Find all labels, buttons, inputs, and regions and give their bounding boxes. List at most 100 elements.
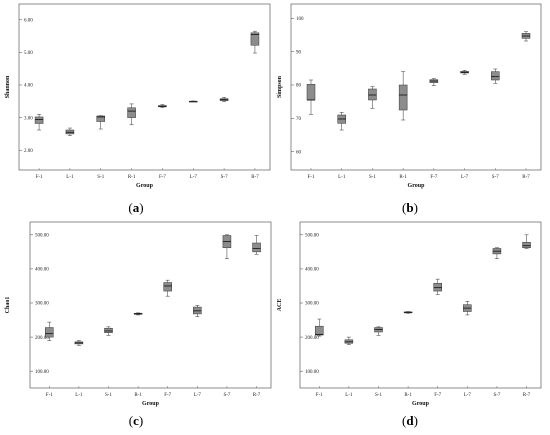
box-S-7 — [219, 97, 229, 102]
box-iqr — [433, 282, 442, 292]
box-S-1 — [96, 115, 106, 130]
box-F-7 — [433, 278, 442, 295]
y-tick-label: 400.00 — [305, 268, 319, 273]
x-tick-label: S-7 — [221, 175, 228, 180]
box-F-1 — [45, 321, 54, 341]
box-iqr — [96, 115, 106, 122]
box-S-1 — [374, 326, 383, 336]
x-tick-label: R-7 — [523, 393, 531, 398]
x-tick-label: F-7 — [430, 175, 437, 180]
x-tick-label: R-7 — [253, 393, 261, 398]
box-iqr — [252, 242, 261, 253]
y-axis-label: Chao1 — [5, 297, 11, 314]
y-tick-label: 100 — [296, 17, 304, 22]
x-tick-label: L-1 — [75, 393, 83, 398]
box-iqr — [127, 107, 136, 118]
box-F-1 — [34, 114, 44, 131]
box-iqr — [368, 88, 377, 101]
y-tick-label: 4.00 — [24, 84, 33, 89]
box-L-7 — [193, 305, 202, 317]
plot-frame — [299, 221, 542, 389]
x-tick-label: F-1 — [36, 175, 43, 180]
box-L-7 — [463, 301, 472, 316]
box-R-7 — [521, 31, 531, 42]
x-axis-label: Group — [136, 183, 154, 189]
y-tick-label: 80 — [296, 84, 302, 89]
box-S-1 — [368, 86, 377, 109]
box-R-7 — [250, 30, 260, 54]
box-R-1 — [133, 312, 143, 316]
panel-caption: (b) — [402, 200, 418, 215]
y-tick-label: 500.00 — [305, 234, 319, 239]
x-tick-label: S-1 — [97, 175, 104, 180]
y-tick-label: 300.00 — [305, 302, 319, 307]
y-tick-label: 6.00 — [24, 18, 33, 23]
box-L-1 — [337, 112, 346, 131]
x-tick-label: R-7 — [251, 175, 259, 180]
y-tick-label: 500.00 — [35, 234, 49, 239]
x-axis-label: Group — [412, 401, 430, 407]
box-iqr — [250, 32, 260, 46]
box-iqr — [163, 282, 172, 292]
x-tick-label: L-7 — [194, 393, 202, 398]
y-tick-label: 3.00 — [24, 116, 33, 121]
y-tick-label: 70 — [296, 117, 302, 122]
box-F-1 — [306, 79, 316, 115]
y-tick-label: 400.00 — [35, 268, 49, 273]
x-tick-label: F-7 — [164, 393, 171, 398]
y-tick-label: 100.00 — [35, 370, 49, 375]
y-tick-label: 5.00 — [24, 51, 33, 56]
x-tick-label: F-1 — [308, 175, 315, 180]
x-tick-label: F-7 — [434, 393, 441, 398]
panel-a: 2.00 3.00 4.00 5.00 6.00 Shannon F-1 L-1 S-1 R-1 F… — [5, 3, 271, 215]
plot-frame — [18, 3, 271, 171]
y-tick-label: 2.00 — [24, 149, 33, 154]
box-iqr — [398, 84, 408, 111]
box-S-1 — [104, 326, 113, 336]
box-F-7 — [158, 104, 167, 108]
x-tick-label: R-1 — [134, 393, 142, 398]
panel-caption: (a) — [128, 200, 143, 215]
x-tick-label: R-7 — [522, 175, 530, 180]
x-tick-label: S-1 — [375, 393, 382, 398]
y-tick-label: 300.00 — [35, 302, 49, 307]
x-axis-label: Group — [142, 401, 160, 407]
y-tick-label: 200.00 — [35, 336, 49, 341]
panel-b: 60 70 80 90 100 Simpson F-1 L-1 S-1 R-1 F-7 L-7 S-7 R… — [277, 3, 542, 215]
x-tick-label: S-7 — [223, 393, 230, 398]
box-F-7 — [163, 279, 172, 297]
box-S-7 — [222, 234, 232, 259]
x-tick-label: S-1 — [105, 393, 112, 398]
box-iqr — [306, 84, 316, 101]
x-tick-label: R-1 — [128, 175, 136, 180]
box-L-1 — [65, 127, 75, 136]
x-tick-label: R-1 — [399, 175, 407, 180]
x-tick-label: L-1 — [345, 393, 353, 398]
x-tick-label: R-1 — [404, 393, 412, 398]
y-axis-label: Simpson — [277, 75, 283, 98]
y-axis-label: Shannon — [5, 75, 11, 98]
y-axis-label: ACE — [277, 299, 283, 312]
box-R-7 — [522, 234, 531, 249]
panel-c: 100.00 200.00 300.00 400.00 500.00 Chao1 F-1 L-… — [5, 221, 272, 428]
panel-caption: (d) — [402, 413, 418, 428]
box-iqr — [522, 242, 531, 249]
box-iqr — [315, 325, 324, 336]
x-tick-label: S-7 — [492, 175, 499, 180]
x-tick-label: L-7 — [461, 175, 469, 180]
x-tick-label: S-7 — [493, 393, 500, 398]
box-L-7 — [460, 70, 469, 75]
box-iqr — [45, 327, 54, 338]
plot-frame — [29, 221, 272, 389]
y-tick-label: 90 — [296, 50, 302, 55]
box-L-1 — [344, 336, 354, 345]
box-F-1 — [315, 318, 324, 337]
y-tick-label: 100.00 — [305, 370, 319, 375]
y-tick-label: 60 — [296, 150, 302, 155]
box-S-7 — [491, 68, 500, 84]
box-L-7 — [189, 100, 198, 103]
box-F-7 — [429, 78, 439, 86]
panel-caption: (c) — [129, 413, 143, 428]
x-tick-label: L-7 — [190, 175, 198, 180]
x-axis-label: Group — [408, 183, 426, 189]
